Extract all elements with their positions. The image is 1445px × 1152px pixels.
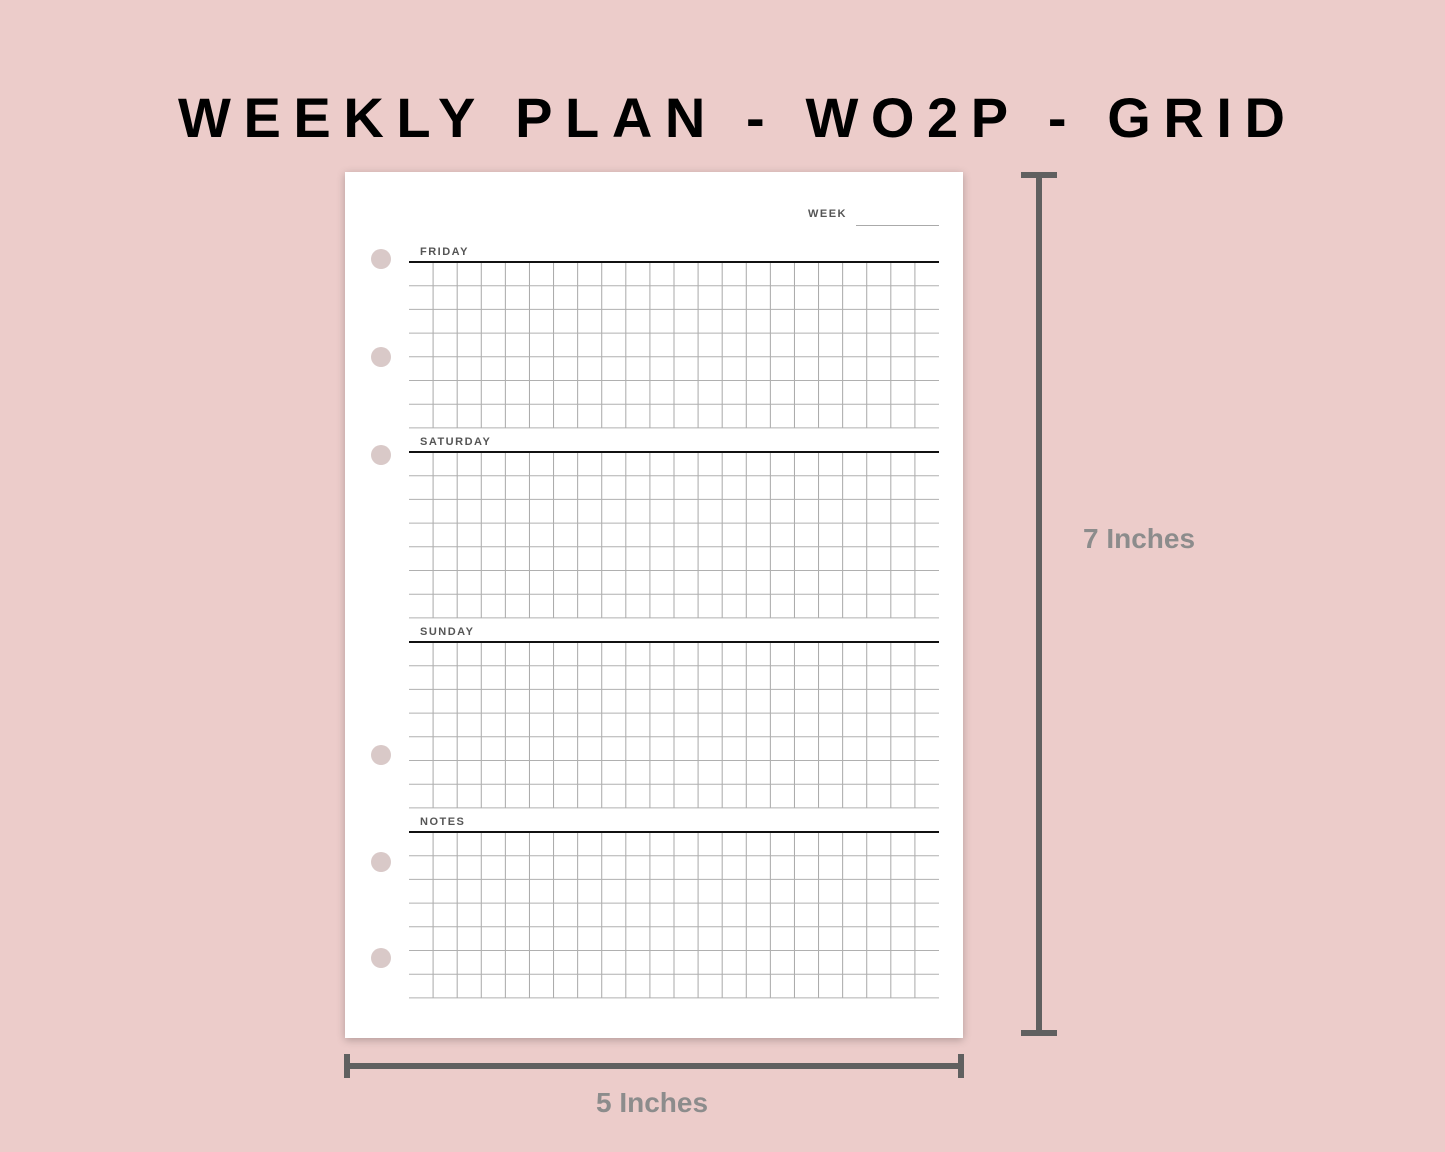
width-dimension-cap-left bbox=[344, 1054, 350, 1078]
ring-hole bbox=[371, 745, 391, 765]
width-dimension-bar bbox=[347, 1063, 961, 1069]
grid-sheet bbox=[409, 261, 939, 999]
ring-hole bbox=[371, 445, 391, 465]
section-label-friday: FRIDAY bbox=[420, 246, 469, 258]
section-label-sunday: SUNDAY bbox=[420, 626, 475, 638]
height-dimension-cap-bottom bbox=[1021, 1030, 1057, 1036]
section-label-saturday: SATURDAY bbox=[420, 436, 492, 448]
height-dimension-cap-top bbox=[1021, 172, 1057, 178]
ring-hole bbox=[371, 347, 391, 367]
ring-hole bbox=[371, 948, 391, 968]
planner-page: WEEK FRIDAY SATURDAY SUNDAY NOTES bbox=[345, 172, 963, 1038]
width-dimension-label: 5 Inches bbox=[596, 1087, 709, 1118]
ring-hole bbox=[371, 249, 391, 269]
svg-text:WEEKLY PLAN - WO2P - GRID: WEEKLY PLAN - WO2P - GRID bbox=[178, 86, 1285, 149]
section-label-notes: NOTES bbox=[420, 816, 466, 828]
page-title: WEEKLY PLAN - WO2P - GRID bbox=[178, 86, 1285, 149]
week-label: WEEK bbox=[808, 208, 847, 220]
height-dimension-bar bbox=[1036, 175, 1042, 1035]
week-input-line[interactable] bbox=[856, 225, 939, 226]
width-dimension-cap-right bbox=[958, 1054, 964, 1078]
height-dimension-label: 7 Inches bbox=[1083, 523, 1196, 554]
ring-hole bbox=[371, 852, 391, 872]
